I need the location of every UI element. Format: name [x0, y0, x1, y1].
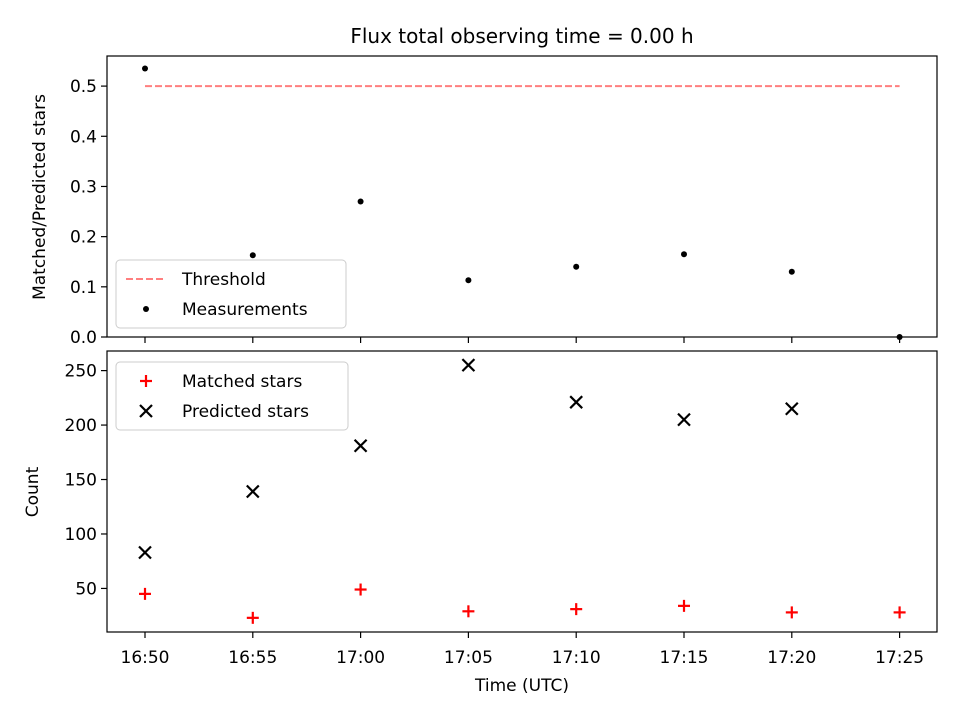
predicted-star-point	[569, 395, 583, 409]
bottom-y-tick-label: 200	[65, 416, 97, 436]
bottom-axes-frame	[106, 350, 938, 633]
bottom-y-tick-label: 50	[75, 579, 97, 599]
x-b	[569, 395, 583, 409]
matched-star-point	[570, 603, 583, 616]
top-y-tick-label: 0.1	[70, 278, 97, 298]
predicted-star-point	[138, 545, 152, 560]
top-legend-box	[115, 259, 347, 329]
bottom-y-axis-label: Count	[23, 466, 43, 517]
x-b	[785, 401, 799, 416]
matched-star-point	[678, 599, 690, 612]
measurement-point	[357, 198, 364, 205]
matched-star-point	[785, 606, 798, 619]
legend-matched-label: Matched stars	[182, 372, 302, 392]
x-b	[353, 438, 368, 453]
measurement-point	[788, 268, 795, 275]
x-tick-label: 16:55	[228, 648, 277, 668]
bottom-panel: 50 100 150 200 250 16:50 16:55 17:00 17:05 17:10 1…	[65, 350, 938, 668]
measurement-point	[465, 277, 472, 284]
measurement-point	[142, 65, 148, 72]
bottom-y-tick-label: 150	[65, 471, 97, 491]
x-b	[138, 545, 152, 560]
predicted-star-point	[461, 358, 476, 372]
x-tick-label: 17:25	[875, 648, 924, 668]
predicted-star-point	[353, 438, 368, 453]
top-y-tick-label: 0.3	[70, 177, 97, 197]
top-y-axis-label: Matched/Predicted stars	[30, 94, 50, 300]
top-panel: 0.0 0.1 0.2 0.3 0.4 0.5	[70, 55, 938, 348]
x-tick-label: 17:15	[660, 648, 709, 668]
bottom-legend-box	[115, 361, 349, 431]
bottom-legend: Matched stars Predicted stars	[115, 361, 349, 431]
x-b	[677, 412, 691, 427]
x-tick-label: 17:10	[552, 648, 601, 668]
measurement-point	[896, 334, 903, 340]
top-y-tick-label: 0.2	[70, 228, 97, 248]
predicted-star-point	[677, 412, 691, 427]
top-legend: Threshold Measurements	[115, 259, 347, 329]
bottom-y-tick-label: 250	[65, 362, 97, 382]
x-tick-label: 17:20	[767, 648, 816, 668]
top-y-tick-label: 0.5	[70, 77, 97, 97]
predicted-star-point	[246, 484, 260, 499]
legend-measurements-label: Measurements	[182, 300, 308, 320]
measurement-point	[681, 251, 687, 258]
bottom-y-tick-label: 100	[65, 525, 97, 545]
x-tick-label: 17:05	[444, 648, 493, 668]
x-b	[246, 484, 260, 499]
measurement-point	[249, 252, 256, 259]
chart-title: Flux total observing time = 0.00 h	[350, 24, 693, 48]
top-y-tick-label: 0.4	[70, 127, 97, 147]
predicted-star-point	[785, 401, 799, 416]
matched-star-point	[354, 583, 367, 596]
x-tick-label: 16:50	[121, 648, 170, 668]
matched-star-point	[893, 606, 906, 619]
x-axis-label: Time (UTC)	[474, 676, 569, 696]
measurement-point	[573, 263, 580, 270]
top-y-tick-label: 0.0	[70, 328, 97, 348]
matched-star-point	[246, 611, 259, 624]
legend-predicted-label: Predicted stars	[182, 402, 309, 422]
top-axes-frame	[106, 55, 938, 338]
x-b	[461, 358, 476, 372]
matched-star-point	[462, 605, 475, 618]
legend-predicted-swatch	[139, 404, 153, 418]
matched-star-point	[139, 587, 151, 600]
legend-measurement-swatch	[143, 306, 149, 312]
legend-threshold-label: Threshold	[181, 270, 266, 290]
x-tick-label: 17:00	[336, 648, 385, 668]
